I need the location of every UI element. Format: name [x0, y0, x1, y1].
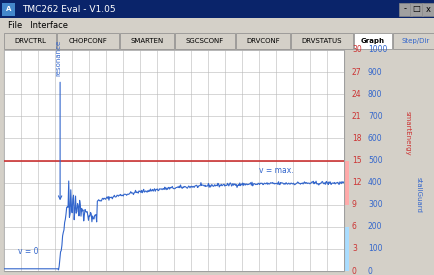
Bar — [2, 3, 15, 16]
Text: v = 0: v = 0 — [17, 247, 38, 256]
Bar — [4, 33, 56, 49]
Text: 600: 600 — [367, 134, 382, 143]
Text: Graph: Graph — [360, 38, 384, 44]
Bar — [343, 227, 348, 271]
Text: 800: 800 — [367, 90, 381, 99]
Text: 200: 200 — [367, 222, 381, 231]
Bar — [4, 50, 343, 271]
Text: 400: 400 — [367, 178, 382, 187]
Text: 300: 300 — [367, 200, 382, 209]
Text: 0: 0 — [367, 266, 372, 275]
Text: 30: 30 — [351, 45, 361, 54]
Text: 0: 0 — [351, 266, 356, 275]
Text: 18: 18 — [351, 134, 361, 143]
Text: A: A — [7, 6, 12, 12]
Text: DRVSTATUS: DRVSTATUS — [301, 38, 342, 44]
Text: x: x — [425, 4, 430, 13]
Bar — [120, 33, 174, 49]
Bar — [392, 33, 434, 49]
Bar — [0, 18, 434, 32]
Bar — [353, 33, 391, 49]
Text: SMARTEN: SMARTEN — [130, 38, 163, 44]
Text: resonance: resonance — [55, 40, 61, 76]
Text: 900: 900 — [367, 68, 382, 77]
Text: 1000: 1000 — [367, 45, 387, 54]
Bar — [398, 3, 411, 16]
Text: TMC262 Eval - V1.05: TMC262 Eval - V1.05 — [22, 4, 115, 13]
Text: File   Interface: File Interface — [8, 21, 68, 29]
Text: □: □ — [411, 4, 420, 13]
Text: 500: 500 — [367, 156, 382, 165]
Bar — [174, 33, 234, 49]
Text: stallGuard: stallGuard — [415, 177, 421, 213]
Bar — [409, 3, 422, 16]
Text: 12: 12 — [351, 178, 361, 187]
Text: -: - — [403, 4, 406, 13]
Text: 6: 6 — [351, 222, 356, 231]
Bar — [343, 161, 348, 205]
Text: DRVCONF: DRVCONF — [246, 38, 279, 44]
Text: DRVCTRL: DRVCTRL — [14, 38, 46, 44]
Text: 700: 700 — [367, 112, 382, 121]
Text: SGCSCONF: SGCSCONF — [185, 38, 224, 44]
Text: 9: 9 — [351, 200, 356, 209]
Text: v = max.: v = max. — [258, 166, 293, 175]
Text: 27: 27 — [351, 68, 361, 77]
Bar — [236, 33, 289, 49]
Text: 15: 15 — [351, 156, 361, 165]
Bar — [421, 3, 434, 16]
Text: 24: 24 — [351, 90, 361, 99]
Text: 3: 3 — [351, 244, 356, 253]
Bar — [290, 33, 352, 49]
Text: CHOPCONF: CHOPCONF — [69, 38, 107, 44]
Bar — [57, 33, 119, 49]
Bar — [0, 0, 434, 18]
Text: Step/Dir: Step/Dir — [401, 38, 429, 44]
Text: 100: 100 — [367, 244, 381, 253]
Text: smartEnergy: smartEnergy — [404, 111, 410, 155]
Text: 21: 21 — [351, 112, 361, 121]
